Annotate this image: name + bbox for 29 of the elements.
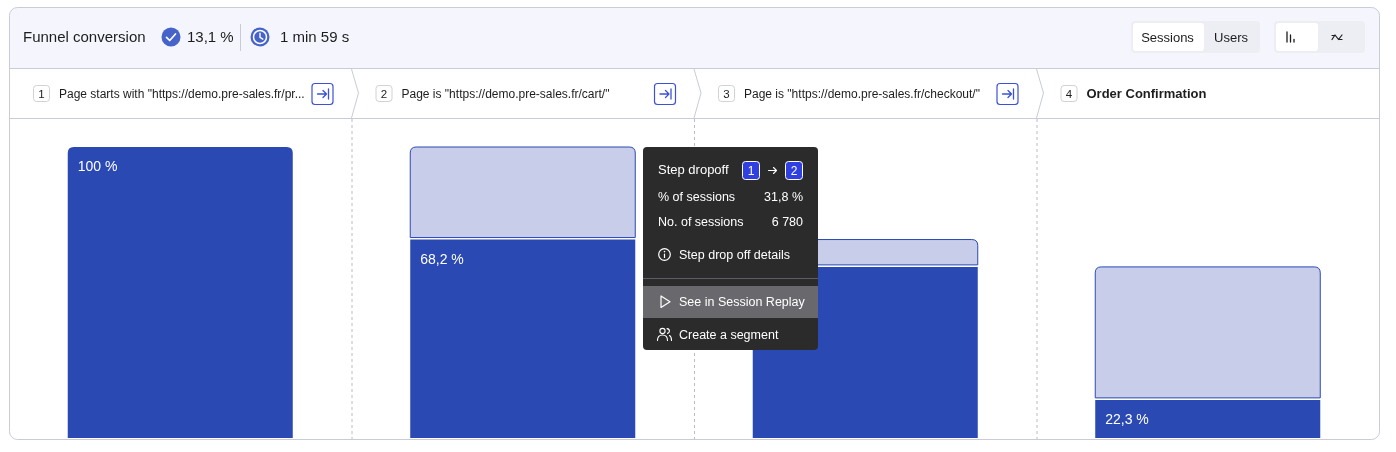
annotation: Step drop off details: [679, 248, 790, 262]
text: 3: [723, 87, 730, 100]
x-tick-label: Order Confirmation: [1086, 86, 1207, 101]
annotation: No. of sessions: [658, 215, 744, 229]
annotation: 22,3 %: [1105, 410, 1149, 427]
text: 2: [380, 87, 388, 100]
x-tick-label: Page starts with "https://demo.pre-sales.fr/pr...: [59, 87, 305, 101]
annotation: 1: [747, 164, 755, 178]
bar: [409, 146, 636, 239]
annotation: % of sessions: [658, 190, 736, 204]
annotation: Create a segment: [679, 328, 779, 342]
x-tick-label: Page is "https://demo.pre-sales.fr/checkout/": [744, 87, 980, 101]
chart-title: Funnel conversion: [23, 28, 146, 45]
x-tick-label: Page is "https://demo.pre-sales.fr/cart/": [401, 87, 610, 101]
bar: [410, 239, 636, 438]
annotation: 6 780: [771, 215, 804, 229]
text: Sessions: [1141, 29, 1195, 45]
annotation: Step dropoff: [658, 162, 729, 177]
data-label: 100 %: [77, 158, 118, 174]
text: 1: [38, 87, 45, 100]
annotation: 2: [790, 164, 798, 178]
text: 1 min 59 s: [280, 28, 350, 45]
text: 13,1 %: [187, 28, 234, 45]
annotation: See in Session Replay: [679, 295, 806, 309]
text: Users: [1214, 29, 1249, 45]
annotation: 31,8 %: [764, 190, 803, 204]
bar: [67, 147, 293, 438]
data-label: 68,2 %: [420, 250, 464, 267]
text: 4: [1065, 87, 1073, 100]
